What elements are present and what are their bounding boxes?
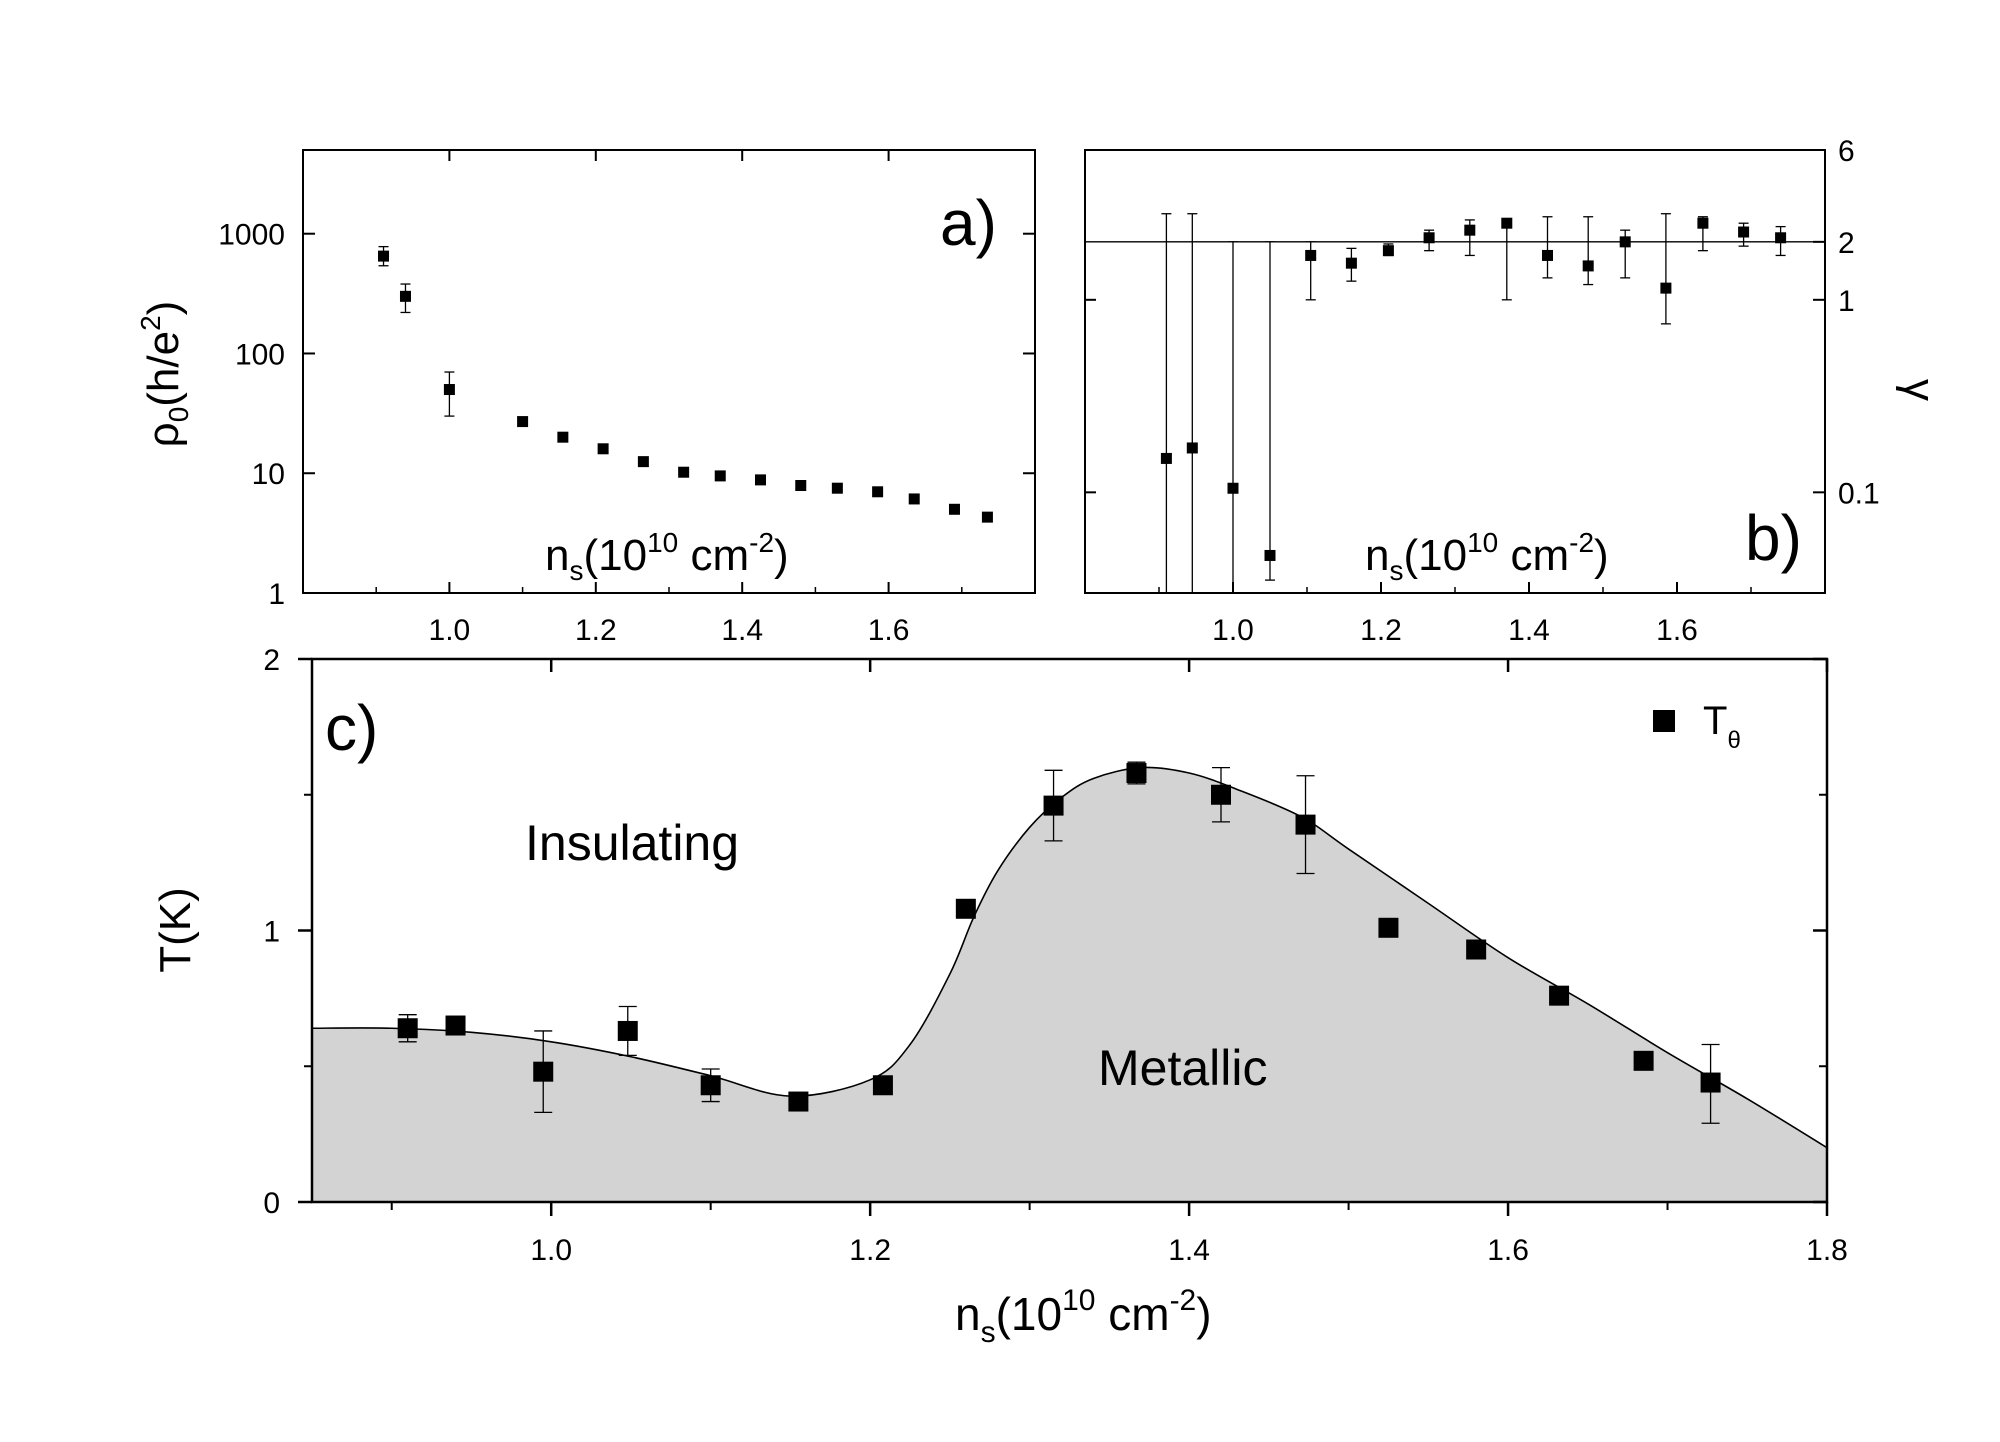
panel-a-data-point [872, 486, 884, 498]
panel-a-y-tick-label: 1 [268, 578, 285, 611]
panel-c-data-point [445, 1015, 466, 1036]
panel-c-data-point [872, 1075, 893, 1096]
panel-a-tag: a) [940, 187, 997, 259]
panel-a-data-point [637, 456, 649, 468]
panel-c-data-point [1378, 917, 1399, 938]
panel-c-data-point [397, 1018, 418, 1039]
panel-b-data-point [1227, 482, 1239, 494]
panel-b-x-tick-label: 1.4 [1508, 614, 1550, 647]
panel-c-tag: c) [325, 692, 378, 764]
region-label-metallic: Metallic [1098, 1040, 1267, 1096]
panel-b-data-point [1423, 232, 1435, 244]
panel-c-y-tick-label: 2 [263, 644, 280, 677]
panel-c-x-tick-label: 1.0 [530, 1234, 572, 1267]
panel-c-y-axis-title: T(K) [151, 887, 200, 973]
panel-a-data-point [908, 493, 920, 505]
panel-a-data-point [714, 470, 726, 482]
legend-label: Tθ [1703, 699, 1741, 754]
panel-c-data-point [955, 898, 976, 919]
panel-a-data-point [517, 416, 529, 428]
panel-b-x-tick-label: 1.6 [1656, 614, 1698, 647]
panel-b-data-point [1619, 236, 1631, 248]
panel-c-x-axis-title: ns(1010 cm-2) [955, 1284, 1212, 1349]
panel-a-data-point [795, 479, 807, 491]
panel-b-data-point [1697, 217, 1709, 229]
panel-a-x-tick-label: 1.0 [429, 614, 471, 647]
panel-b-data-point [1542, 249, 1553, 261]
panel-a-y-tick-label: 1000 [218, 219, 285, 252]
panel-c-data-point [617, 1020, 638, 1041]
panel-a-data-point [678, 466, 690, 478]
panel-b-y-axis-title: γ [1895, 379, 1944, 401]
panel-a-data-point [399, 290, 411, 302]
panel-c-x-tick-label: 1.4 [1168, 1234, 1210, 1267]
panel-b-data-point [1501, 217, 1513, 229]
panel-a-y-tick-label: 10 [252, 458, 285, 491]
panel-a-x-tick-label: 1.6 [868, 614, 910, 647]
panel-a-x-axis-title: ns(1010 cm-2) [545, 527, 789, 586]
panel-b-data-point [1160, 452, 1172, 464]
panel-b-data-point [1775, 232, 1787, 244]
panel-c-y-tick-label: 0 [263, 1187, 280, 1220]
panel-b-x-axis-title: ns(1010 cm-2) [1365, 527, 1609, 586]
panel-a-data-point [378, 250, 390, 262]
panel-c-data-point [1211, 784, 1231, 805]
panel-c-data-point [1295, 814, 1316, 835]
panel-a-data-point [755, 474, 766, 486]
region-label-insulating: Insulating [525, 815, 739, 871]
panel-b-x-tick-label: 1.0 [1212, 614, 1254, 647]
panel-a-y-axis-title: ρ0(h/e2) [135, 301, 194, 448]
panel-c-data-point [700, 1075, 721, 1096]
panel-b-tag: b) [1745, 502, 1802, 574]
panel-c-data-point [533, 1061, 554, 1082]
panel-a-y-tick-label: 100 [235, 338, 285, 371]
panel-c: 1.0 1.2 1.4 1.6 1.8 0 1 2 c) Insulating Metalli… [151, 644, 1848, 1349]
panel-c-data-point [1633, 1050, 1654, 1071]
panel-c-x-tick-label: 1.2 [849, 1234, 891, 1267]
panel-a-x-tick-label: 1.2 [575, 614, 617, 647]
panel-b-data-point [1345, 257, 1357, 269]
panel-b-data-point [1738, 226, 1750, 238]
panel-c-data-point [1700, 1072, 1721, 1093]
panel-a-data-point [443, 384, 455, 396]
panel-a-data-point [557, 431, 569, 443]
panel-c-data-point [1126, 763, 1147, 784]
legend-marker [1653, 710, 1675, 732]
panel-b-data-point [1464, 224, 1476, 236]
panel-c-x-tick-label: 1.6 [1487, 1234, 1529, 1267]
panel-b-y-tick-label: 6 [1838, 135, 1855, 168]
panel-a-data-point [597, 443, 609, 455]
panel-c-x-tick-label: 1.8 [1806, 1234, 1848, 1267]
panel-a-x-tick-label: 1.4 [721, 614, 763, 647]
panel-a-data-point [981, 511, 993, 523]
panel-b-data-point [1382, 245, 1394, 257]
panel-b-frame [1084, 149, 1826, 594]
panel-b-data-point [1660, 282, 1672, 294]
panel-c-y-tick-label: 1 [263, 916, 280, 949]
panel-b-data-point [1264, 549, 1276, 561]
panel-c-data-point [788, 1091, 809, 1112]
panel-b-data-point [1582, 260, 1594, 272]
panel-b-y-tick-label: 0.1 [1838, 477, 1880, 510]
panel-a-data-point [831, 482, 843, 494]
panel-a-data-point [948, 503, 960, 515]
panel-b-data-point [1186, 442, 1198, 454]
panel-c-data-point [1466, 939, 1487, 960]
panel-b-y-tick-label: 2 [1838, 227, 1855, 260]
panel-b-x-tick-label: 1.2 [1360, 614, 1402, 647]
panel-c-data-point [1043, 795, 1064, 816]
metallic-region-fill [312, 767, 1827, 1202]
panel-b-y-tick-label: 1 [1838, 285, 1855, 318]
panel-b: 1.0 1.2 1.4 1.6 0.1 1 2 6 b) ns(1010 cm-2) γ [1084, 135, 1944, 647]
panel-c-data-point [1549, 985, 1570, 1006]
panel-b-data-point [1305, 249, 1317, 261]
